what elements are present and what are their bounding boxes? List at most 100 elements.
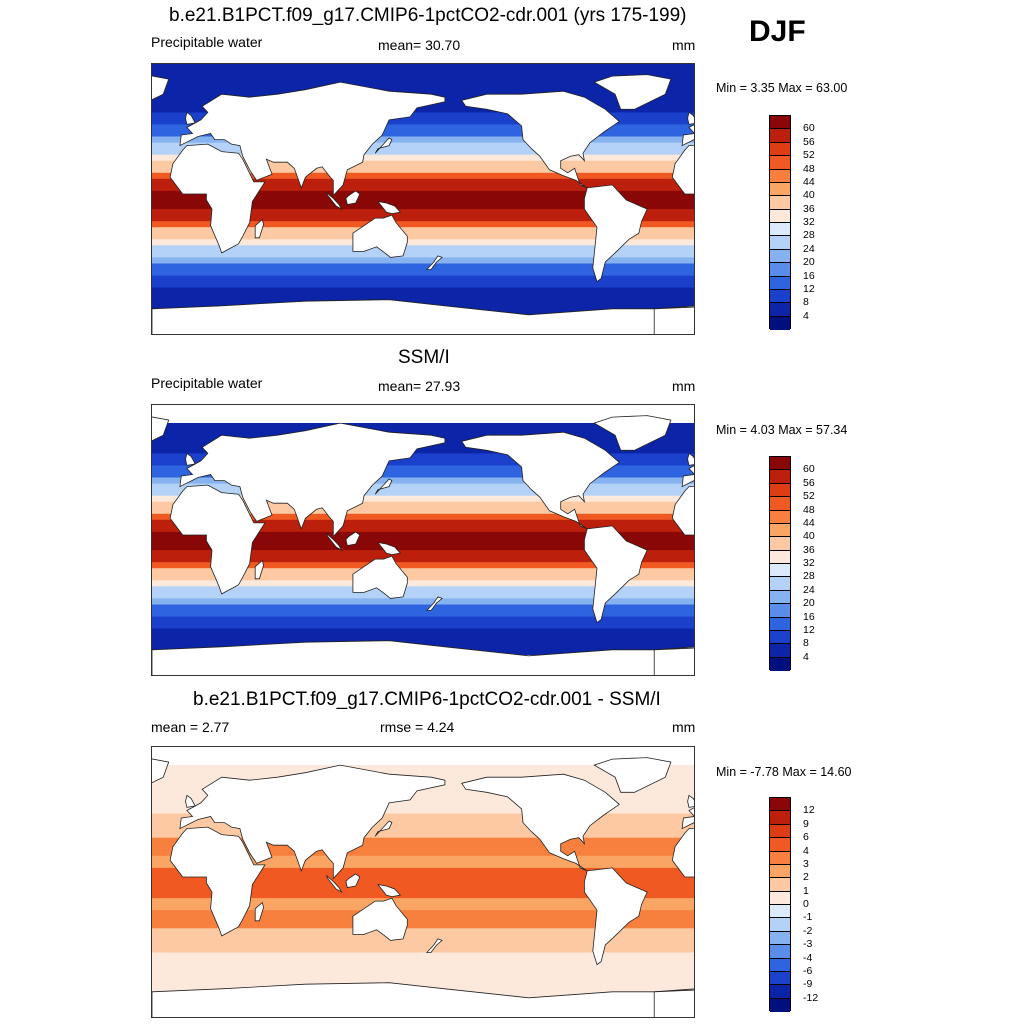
field-band [152,801,694,808]
continent-antarctica [152,982,694,1017]
continent-namerica [461,431,620,530]
continent-sumatra [326,192,343,211]
colorbar-swatch [770,156,790,170]
colorbar-tick-label: -9 [803,978,813,991]
colorbar-swatch [770,811,790,825]
field-band [152,76,694,83]
field-band [152,976,694,984]
field-band [152,525,694,533]
colorbar-tick-label: 44 [803,516,815,529]
colorbar-tick-label: 52 [803,490,815,503]
field-band [152,531,694,539]
field-band [152,934,694,941]
colorbar-tick-label: 20 [803,597,815,610]
colorbar-tick-label: 4 [803,650,809,663]
field-band [152,106,694,113]
field-band [152,586,694,593]
panel-3-units-label: mm [672,719,696,735]
field-band [152,477,694,485]
field-band [152,88,694,95]
colorbar-tick-label: 36 [803,202,815,215]
continent-namerica [461,773,620,872]
field-band [152,898,694,905]
field-band [152,910,694,917]
field-band [152,293,694,301]
colorbar-tick-label: 24 [803,583,815,596]
field-band [152,819,694,827]
colorbar-swatch [770,196,790,210]
field-band [152,855,694,863]
colorbar-swatch [770,249,790,264]
colorbar-swatch [770,891,790,905]
continent-newguinea [377,541,402,556]
map-field [152,405,694,675]
field-band [152,70,694,77]
continent-antarctica [653,647,694,675]
field-band [152,136,694,144]
continent-uk [185,111,196,125]
field-band [152,789,694,796]
continent-newguinea [377,883,402,898]
colorbar-tick-label: 48 [803,503,815,516]
colorbar-swatch [770,129,790,143]
colorbar-tick-label: 8 [803,637,809,650]
colorbar-tick-label: 60 [803,122,815,135]
colorbar-swatch [770,577,790,591]
field-band [152,622,694,630]
colorbar-swatch [770,851,790,865]
continent-africa [671,485,694,536]
continent-samerica [584,867,648,966]
field-band [152,640,694,648]
field-band [152,519,694,527]
field-band [152,483,694,491]
field-band [152,178,694,186]
continent-newzealand [425,938,443,953]
field-band [152,771,694,778]
continent-uk [687,111,694,125]
field-band [152,209,694,216]
colorbar-swatch [770,564,790,578]
colorbar-bar [769,115,791,330]
field-band [152,982,694,990]
continent-newzealand [425,596,443,611]
field-band [152,513,694,521]
field-band [152,227,694,234]
colorbar-tick-label: 60 [803,463,815,476]
field-band [152,616,694,624]
field-band [152,251,694,258]
field-band [152,269,694,277]
field-band [152,946,694,954]
continent-australia [352,555,408,599]
colorbar-tick-label: 52 [803,149,815,162]
field-band [152,867,694,875]
continent-eurasia [681,124,694,147]
continent-borneo [345,190,361,205]
colorbar-swatch [770,223,790,237]
colorbar-swatch [770,644,790,658]
colorbar-swatch [770,838,790,852]
colorbar-tick-label: -1 [803,911,813,924]
field-band [152,837,694,845]
colorbar-swatch [770,945,790,959]
continent-eurasia [179,764,446,880]
colorbar-swatch [770,824,790,839]
colorbar-tick-label: -2 [803,924,813,937]
colorbar-swatch [770,878,790,892]
colorbar-swatch [770,182,790,197]
field-band [152,197,694,204]
field-band [152,795,694,802]
continent-eurasia [179,422,446,538]
colorbar-swatch [770,510,790,524]
field-band [152,263,694,271]
continent-uk [687,794,694,808]
field-band [152,281,694,289]
continent-australia [352,214,408,258]
colorbar-tick-label: 20 [803,256,815,269]
field-band [152,245,694,252]
colorbar-swatch [770,617,790,631]
colorbar-swatch [770,550,790,564]
colorbar-swatch [770,798,790,812]
colorbar-swatch [770,590,790,605]
field-band [152,489,694,497]
continent-sumatra [326,875,343,894]
